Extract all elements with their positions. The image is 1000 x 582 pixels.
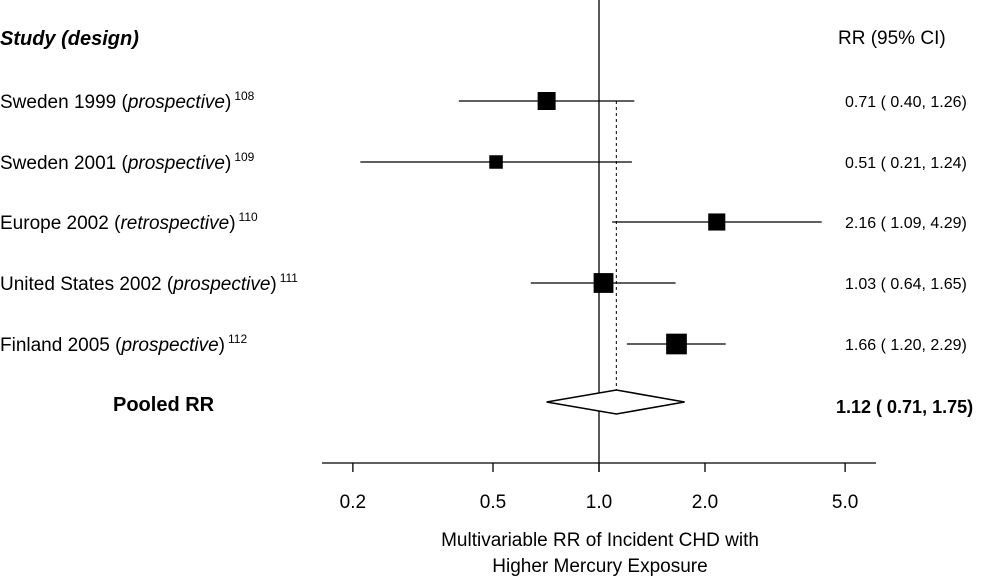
- study-label: Europe 2002 (retrospective) 110: [0, 210, 258, 234]
- study-name: Sweden 1999: [0, 92, 117, 113]
- study-point-estimate: [489, 155, 503, 169]
- study-point-estimate: [666, 333, 687, 355]
- study-reference: 110: [238, 210, 258, 224]
- study-design: prospective: [173, 274, 271, 295]
- x-axis-tick-label: 2.0: [692, 492, 718, 513]
- study-label: United States 2002 (prospective) 111: [0, 271, 298, 295]
- study-design: prospective: [121, 335, 219, 356]
- study-label: Sweden 1999 (prospective) 108: [0, 89, 255, 113]
- x-axis-tick-label: 0.5: [480, 492, 506, 513]
- pooled-rr-label: Pooled RR: [113, 394, 215, 416]
- x-axis-label: Multivariable RR of Incident CHD with Hi…: [400, 528, 800, 580]
- study-label: Finland 2005 (prospective) 112: [0, 332, 248, 356]
- study-point-estimate: [537, 92, 556, 110]
- study-design: retrospective: [120, 213, 230, 234]
- study-point-estimate: [593, 273, 614, 293]
- x-axis-tick-label: 0.2: [340, 492, 366, 513]
- pooled-diamond: [546, 389, 685, 415]
- study-rr-ci: 0.51 ( 0.21, 1.24): [845, 155, 967, 172]
- study-rr-ci: 0.71 ( 0.40, 1.26): [845, 94, 967, 111]
- study-design: prospective: [127, 153, 225, 174]
- study-point-estimate: [708, 213, 726, 231]
- study-name: Finland 2005: [0, 335, 110, 356]
- pooled-rr-value: 1.12 ( 0.71, 1.75): [836, 397, 974, 417]
- study-design: prospective: [127, 92, 225, 113]
- study-column-header: Study (design): [0, 28, 139, 50]
- x-axis-label-line-2: Higher Mercury Exposure: [492, 556, 708, 577]
- study-reference: 108: [234, 89, 255, 103]
- study-reference: 109: [234, 150, 255, 164]
- x-axis-tick-label: 5.0: [832, 492, 858, 513]
- study-name: United States 2002: [0, 274, 162, 295]
- study-rr-ci: 1.03 ( 0.64, 1.65): [845, 276, 967, 293]
- study-reference: 111: [279, 271, 298, 285]
- study-name: Sweden 2001: [0, 153, 117, 174]
- x-axis-label-line-1: Multivariable RR of Incident CHD with: [441, 530, 759, 551]
- x-axis-tick-label: 1.0: [586, 492, 612, 513]
- study-rr-ci: 2.16 ( 1.09, 4.29): [845, 215, 967, 232]
- study-name: Europe 2002: [0, 213, 109, 234]
- rr-column-header: RR (95% CI): [838, 28, 946, 49]
- study-label: Sweden 2001 (prospective) 109: [0, 150, 255, 174]
- study-rr-ci: 1.66 ( 1.20, 2.29): [845, 337, 967, 354]
- study-reference: 112: [227, 332, 248, 346]
